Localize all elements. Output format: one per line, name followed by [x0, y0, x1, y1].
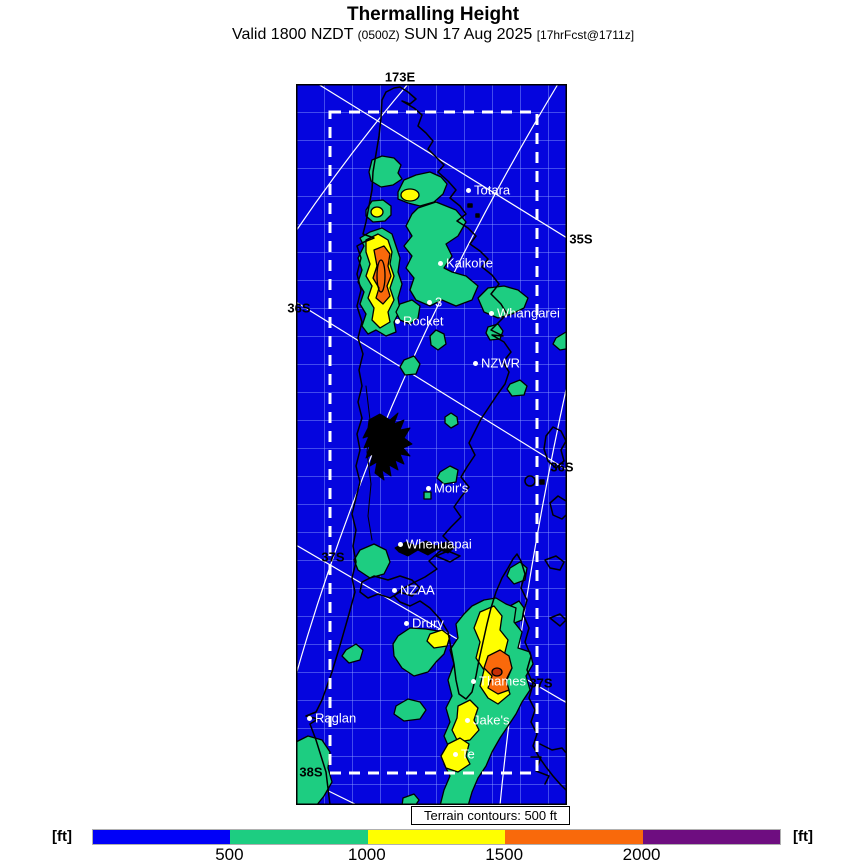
colorbar-segment: [93, 830, 231, 844]
valid-date: SUN 17 Aug 2025: [404, 26, 533, 43]
colorbar-unit-right: [ft]: [793, 828, 813, 845]
colorbar-segment: [642, 830, 781, 844]
valid-time-line: Valid 1800 NZDT (0500Z) SUN 17 Aug 2025 …: [232, 26, 634, 44]
colorbar-tick: 1000: [347, 845, 386, 860]
page-title: Thermalling Height: [346, 4, 520, 25]
colorbar-segment: [505, 830, 643, 844]
domain-boundary-box: [328, 110, 539, 775]
thermal-map: [296, 84, 567, 805]
height-colorbar: [92, 829, 781, 845]
map-layers: [296, 84, 567, 805]
colorbar-segment: [367, 830, 506, 844]
zulu-time: (0500Z): [357, 28, 400, 42]
colorbar-unit-left: [ft]: [52, 828, 72, 845]
thermal-regions: [296, 155, 567, 805]
forecast-run: [17hrFcst@1711z]: [536, 28, 635, 42]
colorbar-tick: 500: [215, 845, 244, 860]
graticule-label: 173E: [384, 69, 416, 85]
coastline: [305, 86, 567, 805]
colorbar-tick: 1500: [485, 845, 524, 860]
red-region: [491, 667, 503, 677]
map-frame: [296, 84, 567, 805]
colorbar-tick: 2000: [622, 845, 661, 860]
green-regions: [296, 155, 567, 805]
valid-time: Valid 1800 NZDT: [231, 26, 354, 43]
terrain-contours-note: Terrain contours: 500 ft: [411, 806, 570, 825]
colorbar-segment: [230, 830, 368, 844]
graticule-lines: [296, 84, 567, 805]
graticule-label: 35S: [569, 231, 593, 247]
terrain-contour-ring: [376, 259, 386, 293]
